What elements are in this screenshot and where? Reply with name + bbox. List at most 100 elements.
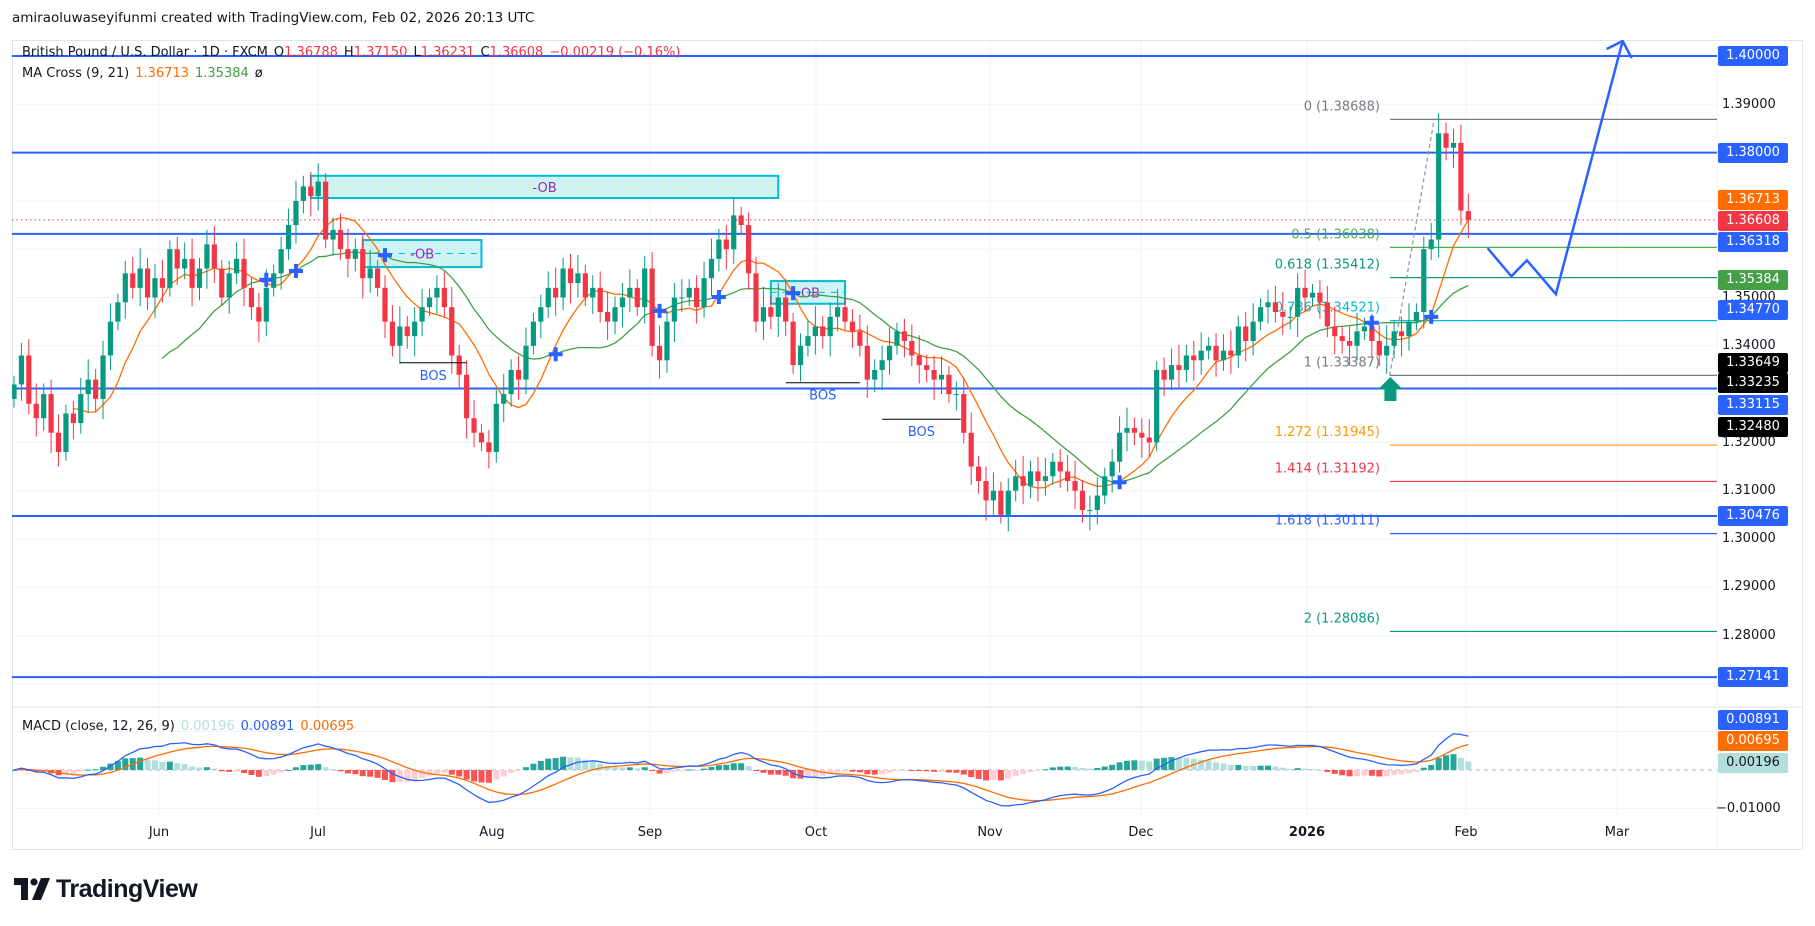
candle [1257, 298, 1264, 331]
candle [389, 305, 396, 357]
candle [745, 212, 752, 290]
candle [456, 344, 462, 388]
candle-body [1398, 331, 1405, 337]
candle-body [389, 321, 396, 346]
candle-body [723, 239, 729, 250]
cross-marker-icon [711, 290, 726, 305]
candle [938, 356, 945, 395]
candle-body [100, 355, 106, 399]
candle-body [159, 278, 165, 288]
candle [1057, 449, 1063, 488]
macd-histogram-bar [574, 757, 581, 770]
macd-histogram-bar [122, 758, 129, 770]
price-tick: 1.30000 [1722, 531, 1776, 546]
candle [196, 257, 203, 301]
candle [1406, 303, 1412, 351]
candle [471, 399, 477, 448]
candle [464, 360, 470, 439]
macd-histogram-bar [1398, 770, 1405, 775]
candle-body [731, 215, 737, 250]
time-label: Aug [479, 825, 505, 840]
candle [701, 261, 707, 318]
price-badge: 1.36713 [1718, 190, 1788, 210]
price-badge: 1.36608 [1718, 211, 1788, 231]
candle [1398, 316, 1405, 357]
candle-body [374, 268, 381, 288]
macd-histogram-bar [1264, 765, 1271, 770]
candle [671, 283, 677, 342]
candle [1443, 122, 1449, 161]
price-tick: 1.39000 [1722, 97, 1776, 112]
macd-histogram-bar [1086, 768, 1093, 770]
macd-histogram-bar [1450, 754, 1457, 770]
macd-histogram-bar [537, 761, 544, 770]
macd-histogram-bar [233, 770, 240, 772]
macd-histogram-bar [908, 770, 915, 771]
candle [642, 255, 648, 324]
macd-histogram-bar [389, 770, 396, 783]
candle-body [1317, 292, 1323, 303]
candle [1235, 315, 1241, 369]
candle [308, 171, 314, 217]
candle-body [1280, 311, 1286, 317]
candle-body [493, 403, 499, 453]
macd-histogram-bar [100, 766, 107, 770]
candle-body [434, 287, 440, 298]
macd-histogram-bar [270, 770, 277, 775]
candle-body [931, 369, 937, 380]
order-block-label: -OB [410, 248, 434, 263]
candle-body [144, 268, 151, 298]
macd-histogram-bar [382, 770, 388, 780]
macd-histogram-bar [886, 770, 893, 773]
candle-body [174, 249, 180, 269]
macd-histogram-bar [419, 770, 426, 779]
candle [946, 366, 952, 403]
candle-body [627, 287, 633, 298]
candle [1428, 223, 1434, 260]
cross-marker-icon [652, 303, 667, 318]
macd-legend[interactable]: MACD (close, 12, 26, 9) 0.00196 0.00891 0.0… [22, 719, 360, 734]
candle [374, 259, 381, 297]
order-block-label: -OB [796, 286, 820, 301]
candle-body [790, 321, 796, 366]
low-value: 1.36231 [420, 45, 475, 60]
candle [820, 315, 826, 349]
candle-body [1443, 133, 1449, 148]
candle-body [1206, 345, 1212, 351]
candle [968, 412, 974, 485]
macd-histogram-bar [144, 759, 151, 770]
candle-body [1050, 461, 1056, 477]
candle [1272, 285, 1278, 323]
macd-histogram-bar [856, 770, 863, 773]
candle-body [1042, 476, 1048, 482]
cross-marker-icon [1424, 309, 1439, 324]
candle [515, 355, 522, 400]
macd-histogram-bar [701, 768, 708, 770]
candle-body [530, 321, 536, 346]
time-label: Dec [1128, 825, 1154, 840]
tradingview-logo[interactable]: TradingView [14, 874, 198, 904]
candle-body [404, 326, 410, 337]
candle-body [1198, 350, 1204, 361]
ma-legend[interactable]: MA Cross (9, 21) 1.36713 1.35384 ø [22, 66, 269, 81]
candle-body [441, 287, 447, 308]
macd-histogram-bar [560, 756, 567, 770]
macd-histogram-bar [485, 770, 492, 783]
candle [1450, 128, 1457, 169]
candle [1413, 303, 1419, 331]
candle-body [360, 249, 366, 279]
candle-body [471, 418, 477, 433]
candle [1042, 457, 1048, 496]
candle-body [567, 268, 574, 284]
price-tick: 1.34000 [1722, 338, 1776, 353]
candle [18, 342, 25, 401]
candle [783, 279, 789, 337]
candle-body [501, 394, 507, 404]
time-label: Jul [310, 825, 326, 840]
candle [694, 275, 700, 324]
macd-histogram-bar [1220, 763, 1227, 770]
macd-histogram-bar [352, 770, 359, 775]
macd-histogram-bar [1124, 760, 1130, 770]
macd-histogram-bar [374, 770, 381, 778]
